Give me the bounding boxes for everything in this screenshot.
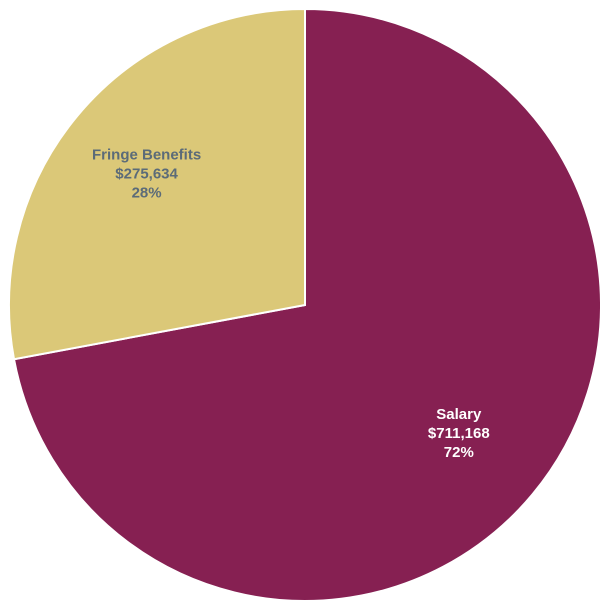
slice-label-salary: Salary $711,168 72% <box>428 406 490 461</box>
slice-value-label: $711,168 <box>428 425 490 442</box>
slice-name-label: Salary <box>436 406 482 423</box>
pie-slices <box>8 7 600 602</box>
pie-labels: Salary $711,168 72% Fringe Benefits $275,634… <box>92 146 490 460</box>
pie-slice-fringe-benefits <box>8 7 306 361</box>
slice-label-fringe-benefits: Fringe Benefits $275,634 28% <box>92 146 201 201</box>
slice-percent-label: 28% <box>132 184 162 201</box>
pie-slice-salary <box>12 7 600 602</box>
slice-name-label: Fringe Benefits <box>92 146 201 163</box>
slice-value-label: $275,634 <box>115 165 178 182</box>
slice-percent-label: 72% <box>444 444 474 461</box>
